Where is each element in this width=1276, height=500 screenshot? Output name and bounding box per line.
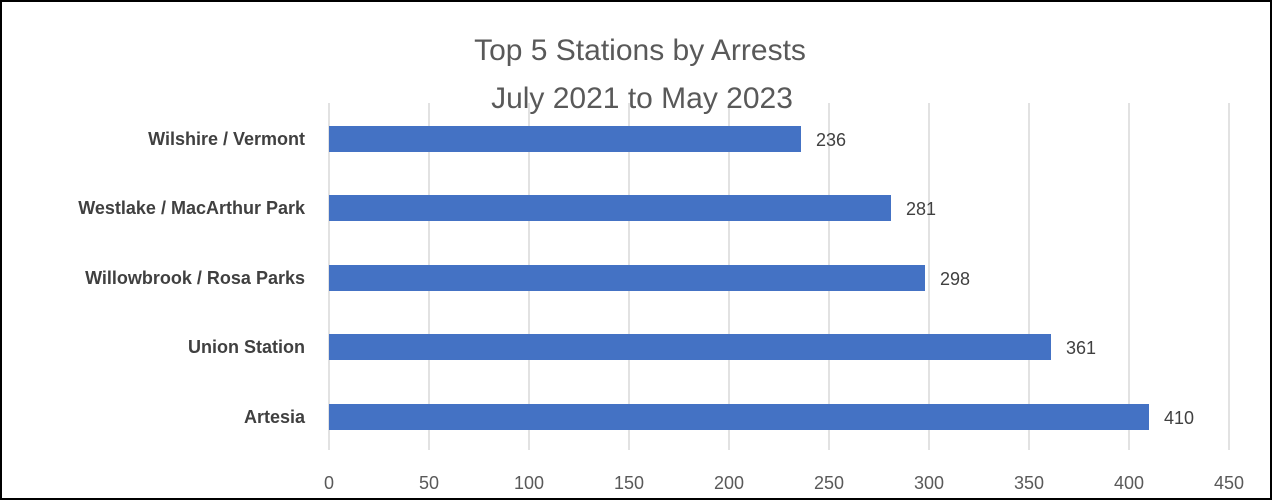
- x-tick-label-300: 300: [914, 473, 944, 493]
- bar-3: [329, 265, 925, 291]
- chart-title: Top 5 Stations by Arrests July 2021 to M…: [474, 34, 806, 115]
- chart-subtitle-line-2: July 2021 to May 2023: [491, 82, 793, 115]
- data-label-1: 236: [816, 130, 846, 150]
- bar-2: [329, 195, 891, 221]
- data-label-2: 281: [906, 199, 936, 219]
- x-tick-label-150: 150: [614, 473, 644, 493]
- x-tick-label-450: 450: [1214, 473, 1244, 493]
- bar-5: [329, 404, 1149, 430]
- bar-1: [329, 126, 801, 152]
- data-label-3: 298: [940, 269, 970, 289]
- x-tick-label-100: 100: [514, 473, 544, 493]
- bars: [329, 126, 1149, 430]
- category-label-1: Wilshire / Vermont: [148, 129, 305, 149]
- gridlines: [328, 103, 1230, 450]
- category-label-2: Westlake / MacArthur Park: [78, 198, 306, 218]
- category-label-5: Artesia: [244, 407, 306, 427]
- data-labels: 236 281 298 361 410: [816, 130, 1194, 428]
- x-tick-label-350: 350: [1014, 473, 1044, 493]
- x-tick-label-0: 0: [324, 473, 334, 493]
- x-tick-label-200: 200: [714, 473, 744, 493]
- x-tick-label-400: 400: [1114, 473, 1144, 493]
- x-axis-tick-labels: 0 50 100 150 200 250 300 350 400 450: [324, 473, 1244, 493]
- category-label-3: Willowbrook / Rosa Parks: [85, 268, 305, 288]
- bar-4: [329, 334, 1051, 360]
- category-label-4: Union Station: [188, 337, 305, 357]
- data-label-5: 410: [1164, 408, 1194, 428]
- x-tick-label-250: 250: [814, 473, 844, 493]
- data-label-4: 361: [1066, 338, 1096, 358]
- x-tick-label-50: 50: [419, 473, 439, 493]
- chart-title-line-1: Top 5 Stations by Arrests: [474, 34, 806, 67]
- category-labels: Wilshire / Vermont Westlake / MacArthur P…: [78, 129, 306, 427]
